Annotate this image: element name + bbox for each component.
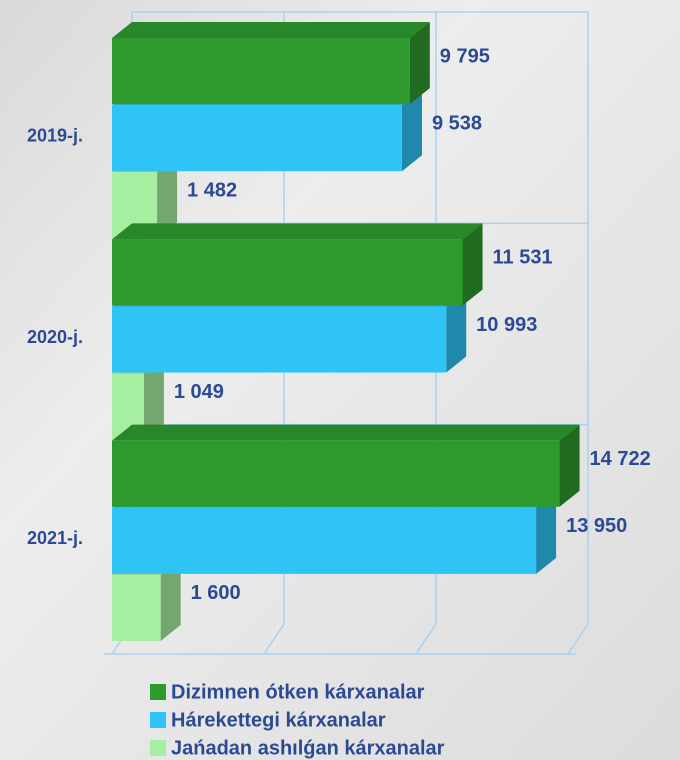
floor-line [415,623,437,655]
bar-side [160,558,181,641]
value-label: 14 722 [590,448,651,470]
bar-top [112,22,430,38]
legend-swatch [150,684,166,700]
bar [112,507,537,574]
bar-side-shade [559,424,580,507]
bar-side [157,156,178,239]
value-label: 1 482 [187,180,237,202]
bar-side-shade [462,223,483,306]
bar-top-shade [112,424,580,441]
bar-side [143,357,164,440]
bar-side [446,290,467,373]
bar-top-shade [112,22,430,38]
bar-top [112,223,483,240]
bar [112,440,560,507]
bar-side [559,424,580,507]
bar-side-shade [157,156,178,239]
bar-side [401,89,422,172]
legend-label: Dizimnen ótken kárxanalar [171,681,425,703]
legend-label: Jańadan ashılǵan kárxanalar [171,737,445,759]
legend-swatch [150,740,166,756]
value-label: 1 600 [191,582,241,604]
bar [112,239,463,306]
category-label: 2019-j. [27,125,83,145]
value-label: 9 538 [432,112,482,134]
value-label: 13 950 [566,515,627,537]
bar-side-shade [536,491,557,574]
legend-label: Hárekettegi kárxanalar [171,709,386,731]
bar-side-shade [446,290,467,373]
bar [112,38,410,105]
value-label: 1 049 [174,381,224,403]
value-label: 9 795 [440,45,490,67]
category-label: 2021-j. [27,528,83,548]
legend-swatch [150,712,166,728]
bar [112,306,447,373]
bar-side-shade [409,22,430,105]
bar-side-shade [143,357,164,440]
category-label: 2020-j. [27,327,83,347]
bar [112,105,402,172]
value-label: 11 531 [493,247,553,269]
bar [112,574,161,641]
bar-top-shade [112,223,483,240]
floor-line [567,623,589,655]
bar-side-shade [401,89,422,172]
bar-side-shade [160,558,181,641]
bar-side [536,491,557,574]
bar-top [112,424,580,441]
floor-line [263,623,285,655]
bar-side [409,22,430,105]
bar-side [462,223,483,306]
value-label: 10 993 [476,314,537,336]
